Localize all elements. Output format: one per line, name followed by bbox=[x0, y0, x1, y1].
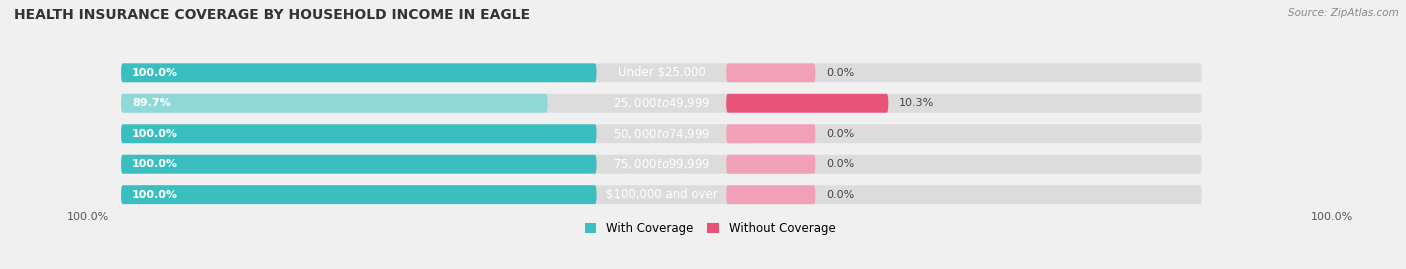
FancyBboxPatch shape bbox=[121, 124, 596, 143]
FancyBboxPatch shape bbox=[121, 155, 1202, 174]
FancyBboxPatch shape bbox=[121, 185, 596, 204]
Text: 0.0%: 0.0% bbox=[827, 129, 855, 139]
FancyBboxPatch shape bbox=[121, 155, 596, 174]
Text: 100.0%: 100.0% bbox=[132, 190, 179, 200]
Text: 89.7%: 89.7% bbox=[132, 98, 170, 108]
FancyBboxPatch shape bbox=[727, 124, 815, 143]
FancyBboxPatch shape bbox=[121, 94, 1202, 113]
Text: HEALTH INSURANCE COVERAGE BY HOUSEHOLD INCOME IN EAGLE: HEALTH INSURANCE COVERAGE BY HOUSEHOLD I… bbox=[14, 8, 530, 22]
FancyBboxPatch shape bbox=[727, 94, 889, 113]
Text: 100.0%: 100.0% bbox=[132, 68, 179, 78]
Text: 100.0%: 100.0% bbox=[67, 212, 110, 222]
Text: $100,000 and over: $100,000 and over bbox=[606, 188, 717, 201]
FancyBboxPatch shape bbox=[727, 185, 815, 204]
Text: Under $25,000: Under $25,000 bbox=[617, 66, 706, 79]
Text: Source: ZipAtlas.com: Source: ZipAtlas.com bbox=[1288, 8, 1399, 18]
FancyBboxPatch shape bbox=[121, 94, 547, 113]
Text: 100.0%: 100.0% bbox=[132, 129, 179, 139]
Text: 0.0%: 0.0% bbox=[827, 68, 855, 78]
FancyBboxPatch shape bbox=[121, 63, 596, 82]
Text: 0.0%: 0.0% bbox=[827, 190, 855, 200]
FancyBboxPatch shape bbox=[727, 155, 815, 174]
Text: $50,000 to $74,999: $50,000 to $74,999 bbox=[613, 127, 710, 141]
Text: $75,000 to $99,999: $75,000 to $99,999 bbox=[613, 157, 710, 171]
Text: 10.3%: 10.3% bbox=[900, 98, 935, 108]
Text: 100.0%: 100.0% bbox=[132, 159, 179, 169]
FancyBboxPatch shape bbox=[121, 124, 1202, 143]
Legend: With Coverage, Without Coverage: With Coverage, Without Coverage bbox=[585, 222, 835, 235]
Text: $25,000 to $49,999: $25,000 to $49,999 bbox=[613, 96, 710, 110]
FancyBboxPatch shape bbox=[121, 63, 1202, 82]
Text: 0.0%: 0.0% bbox=[827, 159, 855, 169]
FancyBboxPatch shape bbox=[121, 185, 1202, 204]
FancyBboxPatch shape bbox=[727, 63, 815, 82]
Text: 100.0%: 100.0% bbox=[1310, 212, 1353, 222]
